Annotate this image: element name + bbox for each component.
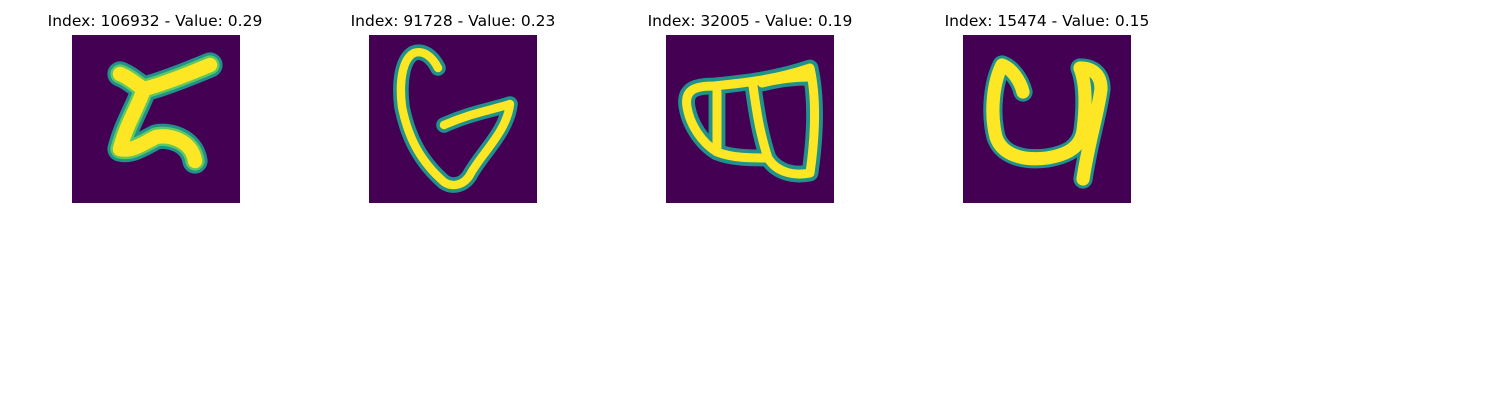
glyph-image-2 bbox=[369, 35, 537, 203]
glyph-image-1 bbox=[72, 35, 240, 203]
image-panel-1: Index: 106932 - Value: 0.29 bbox=[5, 0, 305, 210]
glyph-image-4 bbox=[963, 35, 1131, 203]
glyph-image-3 bbox=[666, 35, 834, 203]
panel-title: Index: 106932 - Value: 0.29 bbox=[47, 12, 263, 30]
panel-title: Index: 32005 - Value: 0.19 bbox=[647, 12, 853, 30]
image-panel-4: Index: 15474 - Value: 0.15 bbox=[897, 0, 1197, 210]
panel-title: Index: 91728 - Value: 0.23 bbox=[350, 12, 556, 30]
image-panel-2: Index: 91728 - Value: 0.23 bbox=[303, 0, 603, 210]
panel-title: Index: 15474 - Value: 0.15 bbox=[944, 12, 1150, 30]
image-panel-3: Index: 32005 - Value: 0.19 bbox=[600, 0, 900, 210]
